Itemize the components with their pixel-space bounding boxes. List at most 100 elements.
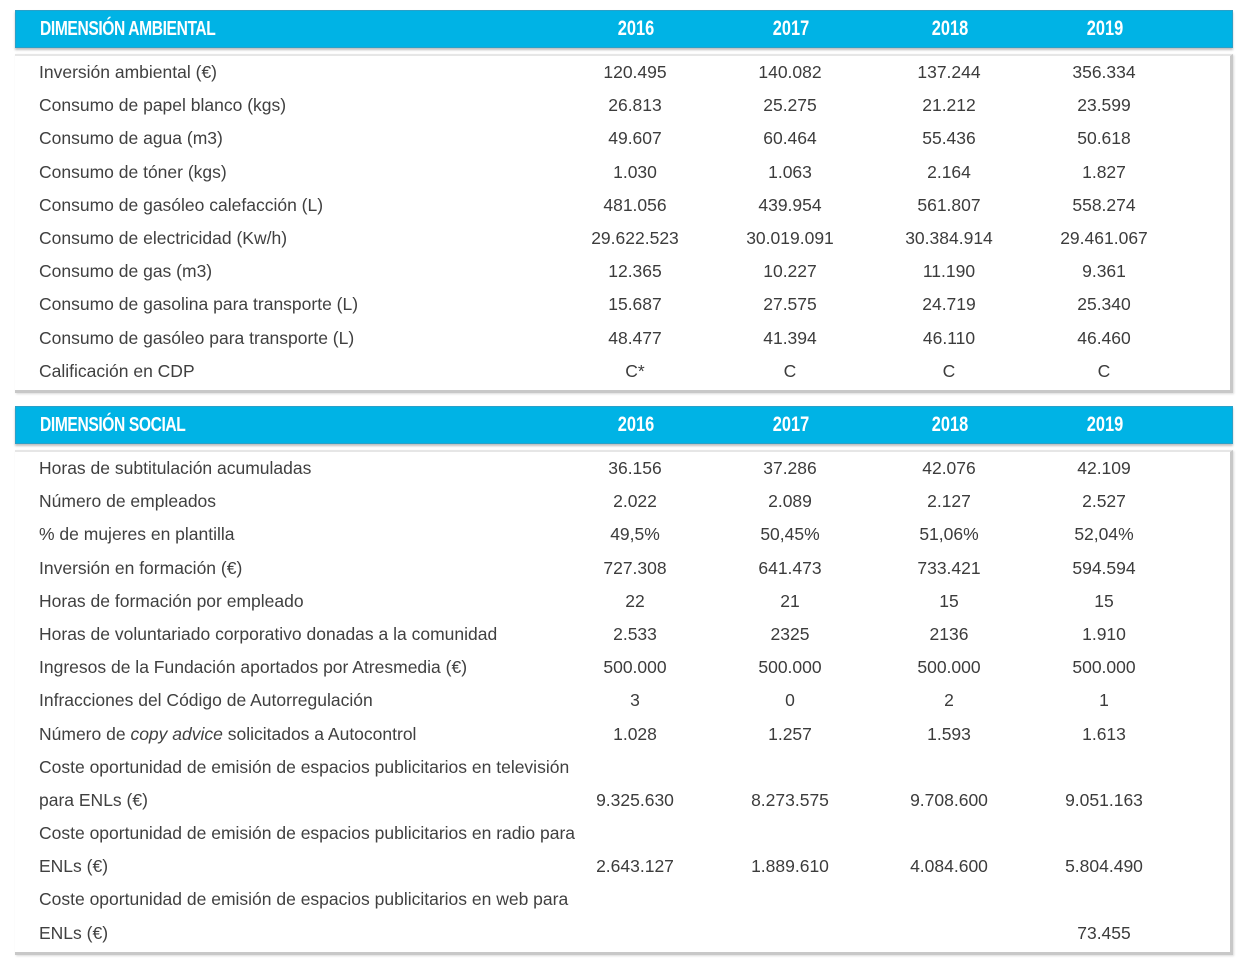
cell: 1.063	[768, 161, 812, 182]
year-header: 2016	[617, 17, 655, 40]
cell: 481.056	[603, 194, 667, 215]
cell: 22	[625, 590, 645, 611]
table-title: DIMENSIÓN AMBIENTAL	[40, 18, 216, 40]
cell: 24.719	[922, 294, 976, 315]
cell: 2.164	[927, 161, 971, 182]
cell: 9.708.600	[910, 789, 988, 810]
cell: 2.527	[1082, 491, 1126, 512]
table-row: Inversión en formación (€) 727.308 641.473…	[15, 552, 1230, 585]
row-label: Calificación en CDP	[39, 360, 195, 381]
cell: 2325	[770, 623, 810, 644]
table-row: Consumo de electricidad (Kw/h) 29.622.523…	[15, 222, 1230, 255]
cell: 1.257	[768, 723, 812, 744]
cell: 11.190	[922, 261, 976, 282]
cell: 52,04%	[1074, 524, 1134, 545]
table-row: Consumo de gasolina para transporte (L) 1…	[15, 288, 1230, 321]
cell: 439.954	[758, 194, 822, 215]
table-row: Horas de subtitulación acumuladas 36.156 3…	[15, 452, 1230, 485]
cell: 49,5%	[610, 524, 660, 545]
cell: 46.110	[922, 327, 976, 348]
cell: 30.384.914	[905, 227, 993, 248]
cell: 594.594	[1072, 557, 1136, 578]
cell: 42.076	[922, 458, 976, 478]
row-label: % de mujeres en plantilla	[39, 524, 235, 545]
cell: 9.051.163	[1065, 789, 1143, 810]
row-label: Consumo de electricidad (Kw/h)	[39, 227, 288, 248]
cell: 15	[939, 590, 959, 611]
row-label: Inversión ambiental (€)	[39, 62, 217, 82]
cell: 2.089	[768, 491, 812, 512]
year-header: 2018	[931, 17, 969, 40]
table-row: Consumo de papel blanco (kgs) 26.813 25.27…	[15, 89, 1230, 122]
row-label: Infracciones del Código de Autorregulaci…	[39, 690, 373, 711]
cell: 5.804.490	[1065, 856, 1143, 877]
table-row: Inversión ambiental (€) 120.495 140.082 137…	[15, 56, 1230, 89]
row-label: Número de copy advice solicitados a Auto…	[39, 718, 416, 751]
table-row: Horas de formación por empleado 22 21 15 15	[15, 585, 1230, 618]
row-label-italic: copy advice	[130, 723, 223, 744]
cell: 356.334	[1072, 62, 1136, 82]
table-row: Infracciones del Código de Autorregulaci…	[15, 684, 1230, 717]
table-body: Horas de subtitulación acumuladas 36.156 3…	[15, 450, 1233, 955]
cell: 1.593	[927, 723, 971, 744]
table-row: Consumo de agua (m3) 49.607 60.464 55.436 50…	[15, 122, 1230, 155]
cell: 23.599	[1077, 95, 1131, 116]
cell: 1.030	[613, 161, 657, 182]
cell: 51,06%	[919, 524, 979, 545]
cell: C	[783, 360, 797, 381]
year-header: 2019	[1086, 17, 1124, 40]
row-label: Consumo de papel blanco (kgs)	[39, 95, 287, 116]
table-row: Consumo de tóner (kgs) 1.030 1.063 2.164 1.8…	[15, 156, 1230, 189]
cell: 0	[785, 690, 795, 711]
cell: 50,45%	[760, 524, 820, 545]
cell: 73.455	[1077, 922, 1131, 943]
cell: 500.000	[917, 657, 981, 678]
cell: 26.813	[608, 95, 662, 116]
cell: 9.325.630	[596, 789, 674, 810]
cell: 137.244	[917, 62, 981, 82]
row-label: Coste oportunidad de emisión de espacios…	[39, 756, 570, 810]
table-row: Calificación en CDP C* C C C	[15, 355, 1230, 388]
cell: 561.807	[917, 194, 981, 215]
row-label: Coste oportunidad de emisión de espacios…	[39, 823, 576, 877]
cell: 29.622.523	[591, 227, 679, 248]
cell: 1.028	[613, 723, 657, 744]
cell: 15	[1094, 590, 1114, 611]
table-row: Número de empleados 2.022 2.089 2.127 2.527	[15, 485, 1230, 518]
row-label: Ingresos de la Fundación aportados por A…	[39, 657, 468, 678]
row-label: Horas de subtitulación acumuladas	[39, 458, 312, 478]
year-header: 2019	[1086, 413, 1124, 436]
cell: 3	[630, 690, 640, 711]
social-dimension-table: DIMENSIÓN SOCIAL 2016 2017 2018 2019 Hor…	[15, 406, 1233, 955]
cell: 30.019.091	[746, 227, 834, 248]
table-header: DIMENSIÓN SOCIAL 2016 2017 2018 2019	[15, 406, 1233, 444]
cell: 500.000	[758, 657, 822, 678]
row-label: Horas de formación por empleado	[39, 590, 304, 611]
cell: 46.460	[1077, 327, 1131, 348]
cell: C	[1097, 360, 1111, 381]
year-header: 2017	[772, 413, 810, 436]
row-label: Consumo de gasóleo para transporte (L)	[39, 327, 355, 348]
cell: 9.361	[1082, 261, 1126, 282]
cell: 120.495	[603, 62, 667, 82]
table-row: Coste oportunidad de emisión de espacios…	[15, 817, 1230, 883]
cell: 2	[944, 690, 954, 711]
year-header: 2017	[772, 17, 810, 40]
cell: 8.273.575	[751, 789, 829, 810]
table-row: Coste oportunidad de emisión de espacios…	[15, 751, 1230, 817]
table-row: Coste oportunidad de emisión de espacios…	[15, 883, 1230, 949]
row-label: Consumo de gasolina para transporte (L)	[39, 294, 359, 315]
cell: 140.082	[758, 62, 822, 82]
cell: C*	[625, 360, 645, 381]
cell: 1.827	[1082, 161, 1126, 182]
table-title: DIMENSIÓN SOCIAL	[40, 414, 186, 436]
cell: 15.687	[608, 294, 662, 315]
cell: 1.910	[1082, 623, 1126, 644]
environmental-dimension-table: DIMENSIÓN AMBIENTAL 2016 2017 2018 2019 …	[15, 10, 1233, 393]
table-row: Consumo de gasóleo calefacción (L) 481.05…	[15, 189, 1230, 222]
cell: 500.000	[1072, 657, 1136, 678]
row-label: Coste oportunidad de emisión de espacios…	[39, 889, 569, 943]
cell: 2136	[929, 623, 969, 644]
table-row: Horas de voluntariado corporativo donada…	[15, 618, 1230, 651]
cell: 48.477	[608, 327, 662, 348]
